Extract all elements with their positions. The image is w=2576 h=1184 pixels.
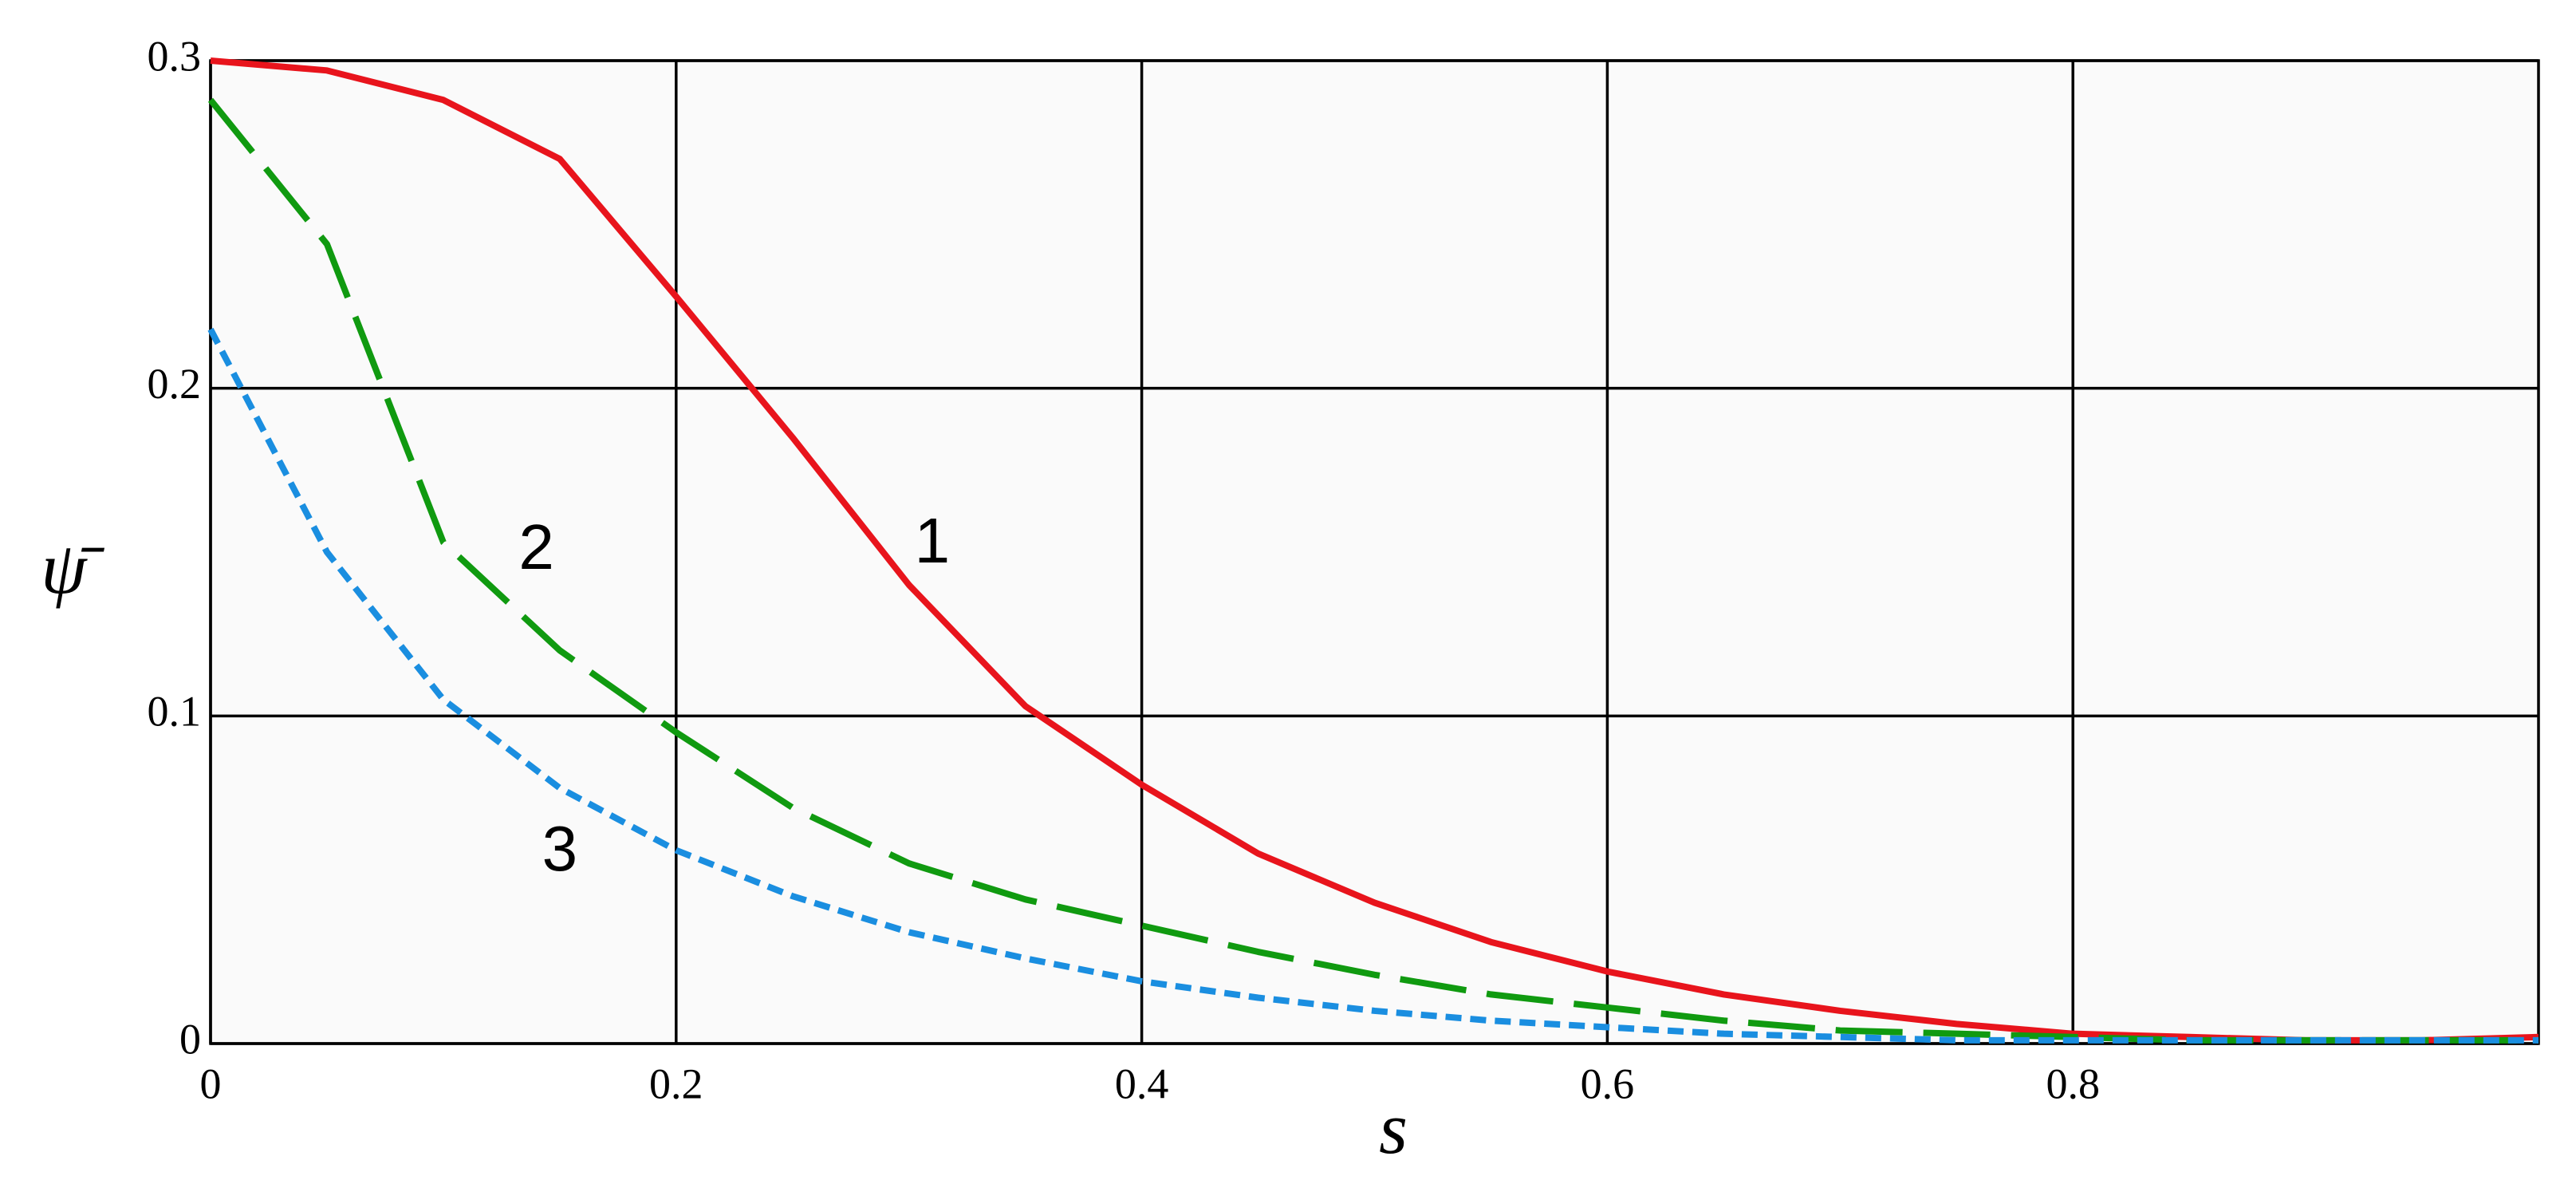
series-line <box>210 57 2539 1044</box>
plot-frame <box>209 59 2540 1045</box>
y-tick-label: 0 <box>179 1015 201 1063</box>
y-tick-label: 0.3 <box>148 32 202 80</box>
y-tick-label: 0.1 <box>148 688 202 736</box>
x-tick-label: 0 <box>200 1060 222 1107</box>
curve-label: 2 <box>518 511 554 582</box>
curve-label: 1 <box>915 505 951 576</box>
plot-area <box>211 61 2539 1044</box>
x-tick-label: 0.2 <box>649 1060 703 1107</box>
x-tick-label: 0.4 <box>1115 1060 1169 1107</box>
series-line <box>207 327 2539 1044</box>
x-axis-label: s <box>1379 1087 1408 1169</box>
y-axis-label: ψ̄ <box>41 527 104 609</box>
y-tick-label: 0.2 <box>148 360 202 408</box>
curve-label: 3 <box>542 813 578 884</box>
x-tick-label: 0.6 <box>1581 1060 1635 1107</box>
x-tick-label: 0.8 <box>2046 1060 2100 1107</box>
